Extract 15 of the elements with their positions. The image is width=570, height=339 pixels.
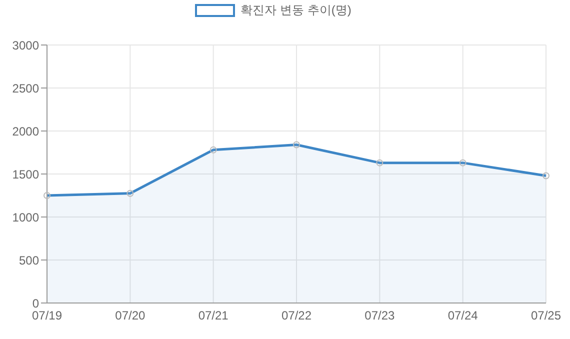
- y-tick-label: 2000: [12, 124, 40, 138]
- x-tick-label: 07/21: [198, 308, 229, 323]
- legend-label: 확진자 변동 추이(명): [240, 2, 352, 19]
- y-tick-label: 0: [32, 296, 40, 310]
- x-tick-label: 07/23: [364, 308, 396, 323]
- y-tick-label: 1500: [12, 167, 40, 182]
- x-tick-label: 07/24: [448, 308, 478, 323]
- y-tick-label: 2500: [12, 81, 40, 96]
- x-tick-label: 07/19: [32, 308, 62, 323]
- y-tick-label: 500: [18, 253, 40, 268]
- x-tick-label: 07/25: [530, 308, 562, 323]
- y-tick-label: 3000: [12, 38, 40, 52]
- x-tick-label: 07/20: [115, 308, 146, 323]
- y-tick-label: 1000: [12, 210, 40, 224]
- x-tick-label: 07/22: [281, 308, 312, 323]
